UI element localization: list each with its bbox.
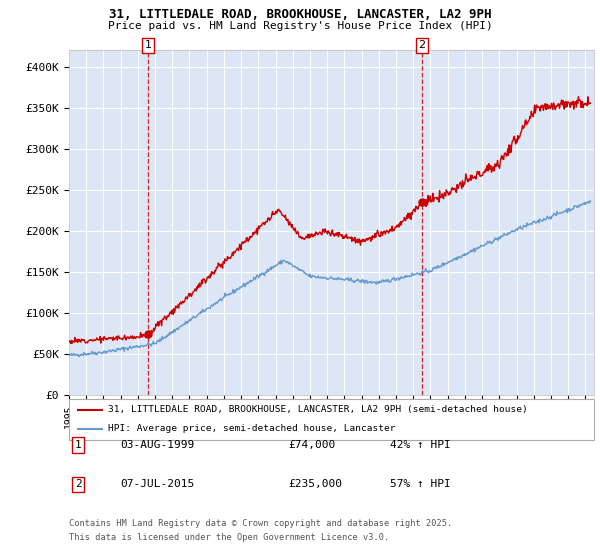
Text: 03-AUG-1999: 03-AUG-1999	[120, 440, 194, 450]
Text: 57% ↑ HPI: 57% ↑ HPI	[390, 479, 451, 489]
Text: £74,000: £74,000	[288, 440, 335, 450]
Text: HPI: Average price, semi-detached house, Lancaster: HPI: Average price, semi-detached house,…	[109, 424, 396, 433]
Text: This data is licensed under the Open Government Licence v3.0.: This data is licensed under the Open Gov…	[69, 533, 389, 542]
Text: 42% ↑ HPI: 42% ↑ HPI	[390, 440, 451, 450]
Text: Contains HM Land Registry data © Crown copyright and database right 2025.: Contains HM Land Registry data © Crown c…	[69, 519, 452, 528]
Text: 31, LITTLEDALE ROAD, BROOKHOUSE, LANCASTER, LA2 9PH (semi-detached house): 31, LITTLEDALE ROAD, BROOKHOUSE, LANCAST…	[109, 405, 528, 414]
Text: 2: 2	[418, 40, 425, 50]
Text: 1: 1	[145, 40, 151, 50]
Text: 31, LITTLEDALE ROAD, BROOKHOUSE, LANCASTER, LA2 9PH: 31, LITTLEDALE ROAD, BROOKHOUSE, LANCAST…	[109, 8, 491, 21]
Text: Price paid vs. HM Land Registry's House Price Index (HPI): Price paid vs. HM Land Registry's House …	[107, 21, 493, 31]
Text: £235,000: £235,000	[288, 479, 342, 489]
Text: 07-JUL-2015: 07-JUL-2015	[120, 479, 194, 489]
Text: 2: 2	[74, 479, 82, 489]
Text: 1: 1	[74, 440, 82, 450]
